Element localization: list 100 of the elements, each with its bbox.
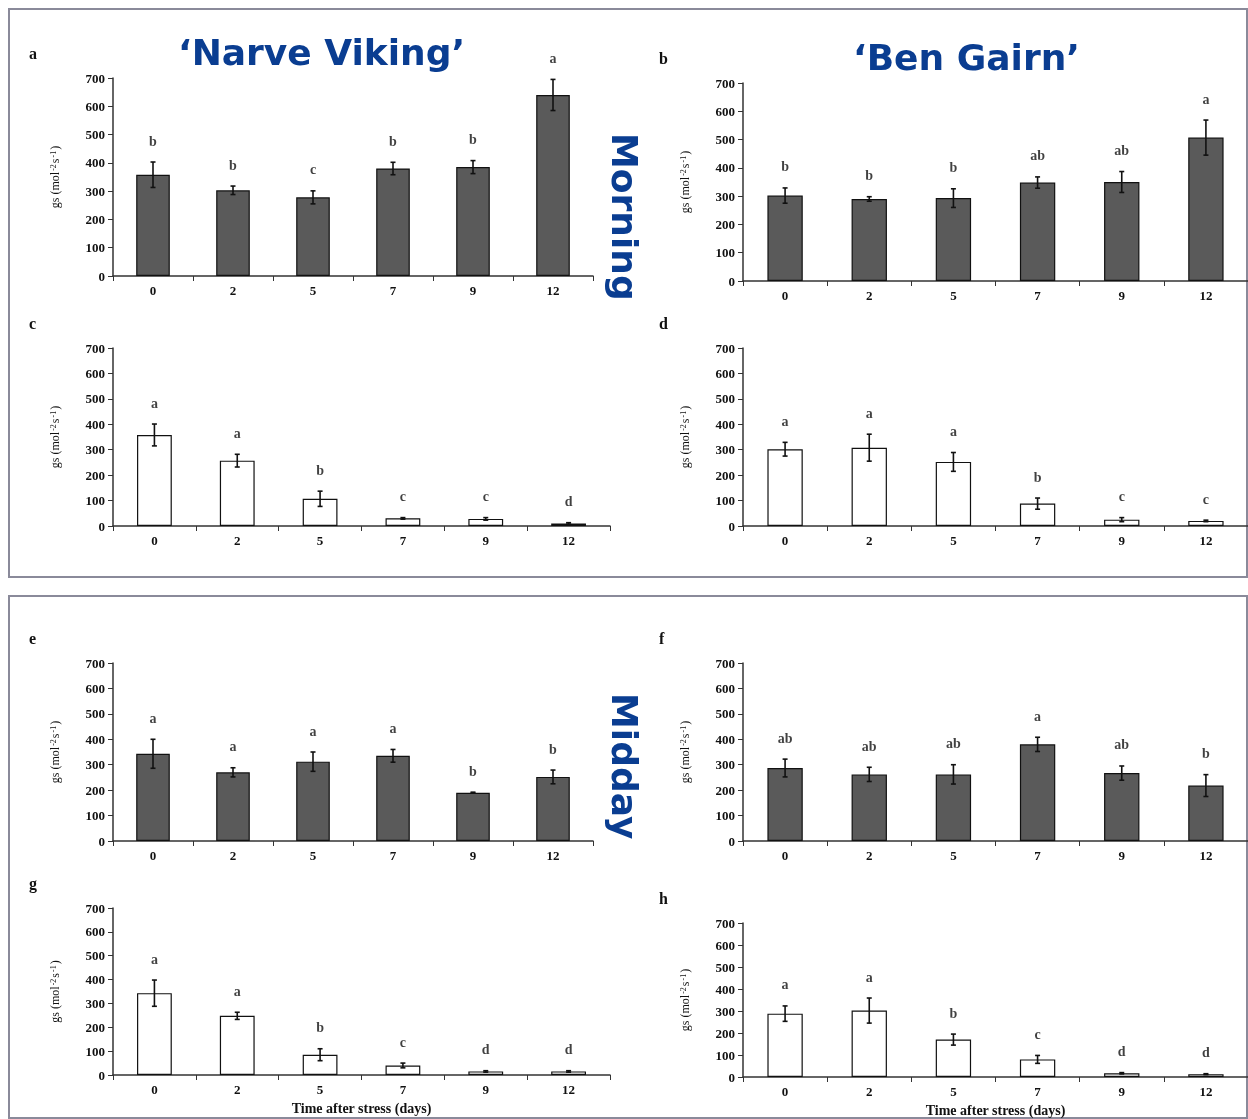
y-axis-title: gs (mol-2s-1) — [678, 968, 692, 1032]
chart-title: g — [29, 874, 37, 893]
bar — [1019, 182, 1056, 281]
x-tick-label: 2 — [866, 1084, 873, 1099]
bar — [935, 1039, 972, 1077]
y-axis-title: gs (mol-2s-1) — [48, 720, 62, 784]
annotation: a — [233, 983, 241, 999]
x-tick-label: 9 — [482, 1082, 490, 1097]
y-tick-label: 300 — [715, 442, 735, 458]
x-tick-label: 12 — [1199, 533, 1213, 548]
y-tick-label: 200 — [85, 211, 105, 227]
bar — [1104, 519, 1140, 526]
bar — [1019, 1059, 1056, 1077]
annotation: ab — [1114, 737, 1130, 753]
x-tick-label: 5 — [950, 1084, 958, 1099]
y-tick-label: 0 — [98, 268, 105, 284]
y-tick-label: 400 — [85, 416, 105, 432]
y-tick-label: 0 — [728, 518, 735, 534]
y-tick-label: 300 — [85, 995, 105, 1011]
x-tick-label: 2 — [229, 283, 237, 298]
x-tick-label: 0 — [781, 533, 789, 548]
y-tick-label: 200 — [85, 1019, 105, 1035]
y-tick-label: 600 — [85, 365, 105, 381]
y-tick-label: 0 — [98, 1067, 105, 1083]
y-tick-label: 300 — [85, 757, 105, 773]
x-tick-label: 12 — [546, 848, 560, 863]
annotation: a — [150, 395, 158, 411]
y-tick-label: 500 — [85, 127, 105, 143]
y-tick-label: 0 — [728, 833, 735, 849]
bar — [1188, 520, 1224, 526]
bar — [385, 518, 421, 526]
y-tick-label: 100 — [85, 1043, 105, 1059]
annotation: b — [389, 133, 398, 149]
text: Morning — [603, 133, 645, 301]
y-tick-label: 500 — [715, 132, 735, 148]
y-tick-label: 200 — [715, 216, 735, 232]
annotation: a — [150, 951, 158, 967]
y-axis-title: gs (mol-2s-1) — [678, 150, 692, 214]
y-tick-label: 700 — [85, 340, 105, 356]
chart-title: d — [659, 314, 668, 332]
x-tick-label: 0 — [781, 848, 789, 863]
annotation: a — [781, 977, 789, 993]
x-tick-label: 7 — [1034, 288, 1042, 303]
y-tick-label: 100 — [85, 493, 105, 509]
x-tick-label: 0 — [781, 1084, 789, 1099]
annotation: c — [482, 489, 489, 505]
x-tick-label: 7 — [1034, 533, 1042, 548]
bar — [216, 190, 250, 276]
annotation: b — [469, 132, 478, 148]
bar — [1104, 1073, 1140, 1077]
x-tick-label: 7 — [399, 1082, 407, 1097]
annotation: b — [949, 1005, 958, 1021]
y-axis-title: gs (mol-2s-1) — [678, 405, 692, 469]
y-tick-label: 0 — [98, 518, 105, 534]
y-tick-label: 500 — [85, 948, 105, 964]
chart-title: f — [659, 629, 665, 647]
bar — [468, 1071, 504, 1075]
bar — [385, 1065, 421, 1075]
x-tick-label: 12 — [546, 283, 560, 298]
annotation: b — [1033, 469, 1042, 485]
x-tick-label: 9 — [469, 283, 477, 298]
y-tick-label: 400 — [85, 155, 105, 171]
y-tick-label: 700 — [715, 340, 735, 356]
bar — [1019, 503, 1056, 526]
annotation: c — [1202, 491, 1210, 507]
chart-title: e — [29, 629, 37, 647]
bar — [219, 1015, 255, 1075]
y-axis-title: gs (mol-2s-1) — [48, 960, 62, 1023]
x-tick-label: 12 — [562, 533, 576, 548]
annotation: ab — [1114, 143, 1130, 159]
x-tick-label: 5 — [950, 533, 958, 548]
x-tick-label: 0 — [149, 848, 157, 863]
y-tick-label: 700 — [85, 900, 105, 916]
y-tick-label: 300 — [85, 442, 105, 458]
y-tick-label: 100 — [85, 808, 105, 824]
x-tick-label: 2 — [866, 533, 873, 548]
y-axis-title: gs (mol-2s-1) — [678, 720, 692, 784]
annotation: b — [149, 133, 158, 149]
x-tick-label: 7 — [1034, 1084, 1042, 1099]
y-tick-label: 300 — [715, 1003, 735, 1019]
chart-title: c — [29, 314, 37, 332]
annotation: b — [949, 160, 958, 176]
y-tick-label: 100 — [715, 493, 735, 509]
annotation: c — [309, 162, 317, 178]
y-axis-title: gs (mol-2s-1) — [48, 405, 62, 469]
annotation: a — [949, 424, 957, 440]
x-tick-label: 9 — [1118, 288, 1126, 303]
y-axis-title: gs (mol-2s-1) — [48, 145, 62, 209]
y-tick-label: 400 — [715, 731, 735, 747]
y-tick-label: 600 — [85, 924, 105, 940]
annotation: ab — [777, 730, 793, 746]
text: Midday — [603, 693, 645, 840]
x-tick-label: 0 — [151, 533, 158, 548]
annotation: c — [1034, 1026, 1041, 1042]
x-tick-label: 5 — [309, 848, 317, 863]
annotation: d — [564, 1042, 573, 1058]
y-tick-label: 200 — [715, 467, 735, 483]
x-tick-label: 7 — [389, 283, 397, 298]
y-tick-label: 600 — [715, 365, 735, 381]
y-tick-label: 500 — [85, 706, 105, 722]
